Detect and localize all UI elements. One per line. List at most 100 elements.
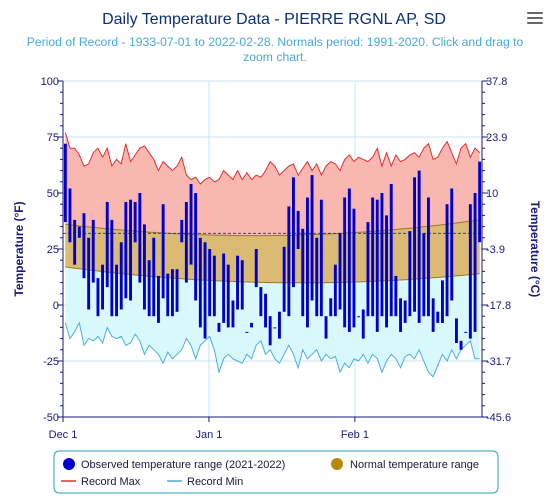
y-tick-label-5: 75 [47, 132, 59, 144]
observed-bar-15 [133, 202, 137, 243]
y2-tick-label-0: -45.6 [486, 412, 511, 424]
observed-bar-66 [371, 197, 375, 317]
observed-bar-74 [408, 231, 412, 317]
observed-bar-59 [338, 233, 342, 310]
observed-bar-73 [403, 300, 407, 323]
observed-bar-20 [157, 275, 160, 323]
y-tick-label-3: 25 [47, 244, 59, 256]
hamburger-menu-icon[interactable] [527, 12, 543, 26]
legend: Observed temperature range (2021-2022) N… [53, 450, 499, 494]
observed-bar-14 [129, 199, 132, 301]
observed-bar-50 [296, 210, 300, 249]
y-tick-label-2: 0 [53, 300, 59, 312]
legend-normal-dot[interactable] [331, 458, 343, 470]
legend-normal-label[interactable]: Normal temperature range [350, 459, 479, 471]
observed-bar-8 [101, 264, 104, 310]
observed-bar-27 [189, 184, 193, 265]
y2-tick-label-6: 37.8 [486, 76, 507, 88]
observed-bar-21 [161, 204, 165, 299]
observed-bar-40 [250, 322, 253, 328]
observed-bar-65 [366, 222, 370, 317]
y2-tick-label-5: 23.9 [486, 132, 507, 144]
observed-bar-6 [91, 219, 95, 283]
observed-bar-80 [436, 311, 440, 323]
observed-bar-86 [464, 331, 468, 333]
chart-title: Daily Temperature Data - PIERRE RGNL AP,… [102, 11, 446, 28]
observed-bar-7 [96, 278, 100, 317]
observed-bar-13 [124, 202, 128, 299]
observed-bar-61 [347, 188, 351, 332]
observed-bar-79 [431, 298, 435, 332]
observed-bar-78 [427, 197, 430, 317]
observed-bar-28 [194, 193, 198, 301]
observed-bar-0 [63, 143, 67, 223]
observed-bar-3 [77, 226, 81, 238]
observed-bar-77 [422, 233, 426, 317]
x-tick-label-0: Dec 1 [49, 429, 78, 441]
menu-bar-bottom [527, 21, 543, 25]
observed-bar-62 [352, 208, 356, 328]
observed-bar-34 [222, 253, 226, 323]
observed-bar-31 [208, 249, 212, 317]
observed-bar-35 [226, 264, 230, 328]
legend-observed-dot[interactable] [63, 458, 75, 470]
x-tick-label-1: Jan 1 [195, 429, 222, 441]
observed-bar-83 [450, 188, 454, 301]
observed-bar-32 [212, 255, 216, 317]
observed-bar-39 [245, 331, 249, 333]
x-tick-label-2: Feb 1 [341, 429, 369, 441]
observed-bar-16 [138, 193, 142, 283]
y2-axis-title: Temperature (°C) [528, 201, 542, 298]
observed-bar-75 [413, 177, 416, 312]
observed-bar-63 [357, 316, 361, 318]
record-max-line [64, 132, 481, 185]
observed-bar-36 [231, 300, 235, 328]
observed-bar-64 [361, 309, 365, 339]
observed-bar-11 [115, 264, 118, 317]
observed-bar-60 [343, 197, 347, 328]
observed-bar-53 [310, 175, 314, 301]
observed-bar-56 [324, 316, 328, 339]
observed-bar-76 [417, 170, 421, 323]
observed-bar-5 [87, 237, 91, 310]
observed-bar-58 [333, 264, 337, 317]
observed-bar-41 [254, 249, 258, 288]
legend-observed-label[interactable]: Observed temperature range (2021-2022) [81, 459, 285, 471]
observed-bar-45 [273, 327, 277, 329]
observed-bar-87 [468, 204, 472, 339]
y-axis-title: Temperature (°F) [12, 201, 26, 296]
record-min-line [64, 321, 480, 378]
observed-bar-22 [166, 273, 170, 317]
y2-tick-label-3: -3.9 [486, 244, 505, 256]
observed-bar-72 [399, 298, 402, 332]
y-tick-label-4: 50 [47, 188, 59, 200]
y-tick-label-6: 100 [41, 76, 59, 88]
observed-bar-30 [203, 242, 207, 339]
y2-tick-label-2: -17.8 [486, 300, 511, 312]
legend-record-min-label[interactable]: Record Min [187, 476, 243, 488]
observed-bar-48 [287, 206, 291, 317]
observed-bar-10 [110, 219, 114, 317]
observed-bar-55 [319, 199, 323, 317]
observed-bar-81 [441, 280, 444, 323]
chart-subtitle: Period of Record - 1933-07-01 to 2022-02… [26, 35, 524, 64]
legend-record-max-label[interactable]: Record Max [81, 476, 141, 488]
observed-bar-24 [175, 269, 179, 312]
y-tick-label-1: -25 [43, 356, 59, 368]
observed-bar-70 [389, 184, 393, 317]
observed-bar-29 [198, 237, 202, 328]
legend-box [53, 450, 499, 494]
observed-bar-46 [278, 311, 281, 339]
observed-bar-38 [240, 260, 244, 310]
observed-bar-42 [259, 287, 263, 317]
observed-bar-57 [329, 298, 333, 317]
observed-bar-18 [147, 260, 151, 317]
observed-bar-69 [385, 215, 388, 328]
observed-bar-68 [380, 193, 384, 317]
observed-bar-82 [445, 204, 449, 317]
observed-bar-71 [394, 275, 398, 317]
observed-bar-1 [68, 188, 72, 243]
observed-bar-23 [171, 269, 174, 317]
observed-bar-44 [268, 316, 272, 346]
